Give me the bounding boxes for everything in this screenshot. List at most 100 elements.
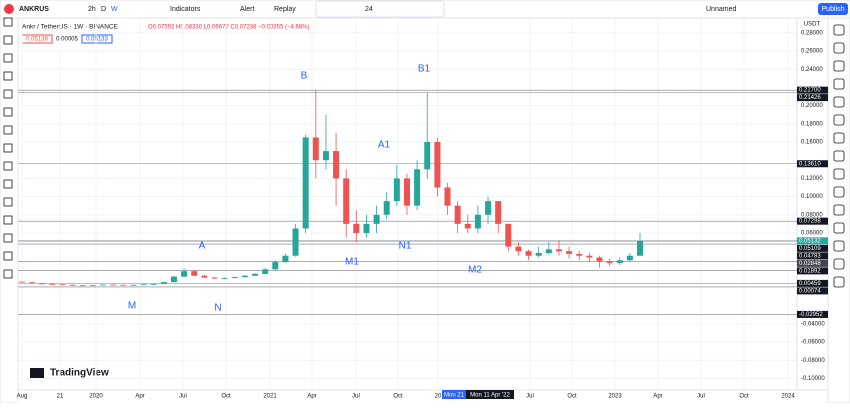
candle-body — [353, 223, 360, 233]
tool-icon[interactable] — [3, 215, 13, 225]
publish-label[interactable]: Publish — [822, 6, 845, 13]
legend-ohlc: O0.07592 H0.08330 L0.06677 C0.07238 −0.0… — [148, 25, 309, 31]
ask-box[interactable] — [81, 34, 113, 44]
candle-body — [69, 284, 76, 286]
sidebar-icon[interactable] — [833, 96, 845, 108]
candle-body — [100, 284, 107, 286]
wave-label: N1 — [399, 241, 412, 252]
candle-body — [363, 223, 370, 233]
indicators-button[interactable]: Indicators — [170, 6, 201, 13]
price-badge — [797, 217, 828, 225]
x-tick-label: 20 — [435, 394, 442, 400]
tool-icon[interactable] — [3, 53, 13, 63]
candle-body — [120, 284, 127, 286]
sidebar-icon[interactable] — [833, 150, 845, 162]
tool-icon[interactable] — [3, 233, 13, 243]
x-tick-label: Aug — [17, 394, 28, 400]
tool-icon[interactable] — [3, 161, 13, 171]
candle-body — [221, 278, 228, 279]
candle-body — [626, 255, 633, 261]
legend-title: Ankr / TetherUS · 1W · BINANCE — [22, 24, 119, 31]
tool-icon[interactable] — [3, 269, 13, 279]
candle-body — [525, 251, 532, 256]
sidebar-icon[interactable] — [833, 222, 845, 234]
x-tick-label: 2023 — [608, 394, 622, 400]
sidebar-icon[interactable] — [833, 24, 845, 36]
sidebar-icon[interactable] — [833, 240, 845, 252]
tool-icon[interactable] — [3, 17, 13, 27]
tool-icon[interactable] — [3, 143, 13, 153]
candle-body — [637, 240, 643, 256]
cursor-label: Mon 11 Apr '22 — [470, 393, 510, 399]
wave-label: M1 — [345, 257, 359, 268]
candle-body — [29, 282, 36, 284]
candle-body — [545, 249, 552, 253]
sidebar-icon[interactable] — [833, 168, 845, 180]
sidebar-icon[interactable] — [833, 276, 845, 288]
y-tick-label: 0.10000 — [801, 194, 823, 200]
y-tick-label: 0.24000 — [801, 67, 823, 73]
y-tick-label: 0.28000 — [801, 30, 823, 36]
sidebar-icon[interactable] — [833, 204, 845, 216]
candle-body — [150, 283, 157, 285]
watermark-logo — [30, 368, 44, 378]
price-badge — [797, 252, 828, 260]
currency: USDT — [804, 22, 821, 28]
alert-button[interactable]: Alert — [240, 6, 254, 13]
price-badge-label: 0.04783 — [799, 253, 821, 259]
candle-body — [39, 283, 46, 285]
font-size[interactable]: 24 — [365, 6, 373, 13]
candle-body — [160, 282, 167, 284]
y-tick-label: -0.04000 — [801, 322, 825, 328]
candle-body — [333, 151, 340, 179]
tool-icon[interactable] — [3, 125, 13, 135]
y-tick-label: -0.08000 — [801, 358, 825, 364]
candle-body — [434, 142, 441, 188]
tool-icon[interactable] — [3, 71, 13, 81]
price-badge-label: 0.21426 — [799, 95, 821, 101]
sidebar-icon[interactable] — [833, 42, 845, 54]
spread: 0.00005 — [56, 37, 78, 43]
interval[interactable]: 2h — [88, 6, 96, 13]
price-badge — [797, 160, 828, 168]
tool-icon[interactable] — [3, 107, 13, 117]
y-tick-label: 0.20000 — [801, 103, 823, 109]
tool-icon[interactable] — [3, 35, 13, 45]
candle-body — [191, 271, 198, 276]
sidebar-icon[interactable] — [833, 78, 845, 90]
tool-icon[interactable] — [3, 89, 13, 99]
sidebar-icon[interactable] — [833, 114, 845, 126]
wave-label: A — [199, 241, 206, 252]
cursor-label: Mon 21 — [444, 393, 465, 399]
price-badge — [797, 267, 828, 275]
sidebar-icon[interactable] — [833, 186, 845, 198]
sidebar-icon[interactable] — [833, 132, 845, 144]
x-tick-label: 2021 — [263, 394, 277, 400]
replay-button[interactable]: Replay — [274, 6, 296, 13]
candle-body — [322, 151, 329, 161]
publish-button[interactable] — [818, 3, 848, 15]
tool-icon[interactable] — [3, 251, 13, 261]
x-tick-label: Apr — [135, 394, 144, 400]
candle-body — [444, 187, 451, 206]
candle-body — [241, 275, 248, 278]
symbol[interactable]: ANKRUS — [19, 6, 49, 13]
symbol-logo[interactable] — [4, 4, 14, 14]
interval[interactable]: W — [111, 6, 118, 13]
tool-icon[interactable] — [3, 197, 13, 207]
price-badge — [797, 287, 828, 295]
layout-name[interactable]: Unnamed — [706, 6, 736, 13]
tool-icon[interactable] — [3, 179, 13, 189]
sidebar-icon[interactable] — [833, 258, 845, 270]
x-tick-label: Jul — [526, 394, 534, 400]
candle-body — [79, 285, 86, 287]
interval[interactable]: D — [101, 6, 106, 13]
x-tick-label: 2020 — [89, 394, 103, 400]
price-badge — [797, 310, 828, 318]
price-badge-label: 0.01892 — [799, 268, 821, 274]
sidebar-icon[interactable] — [833, 60, 845, 72]
price-badge-label: 0.02848 — [799, 261, 821, 267]
candle-body — [383, 201, 390, 215]
